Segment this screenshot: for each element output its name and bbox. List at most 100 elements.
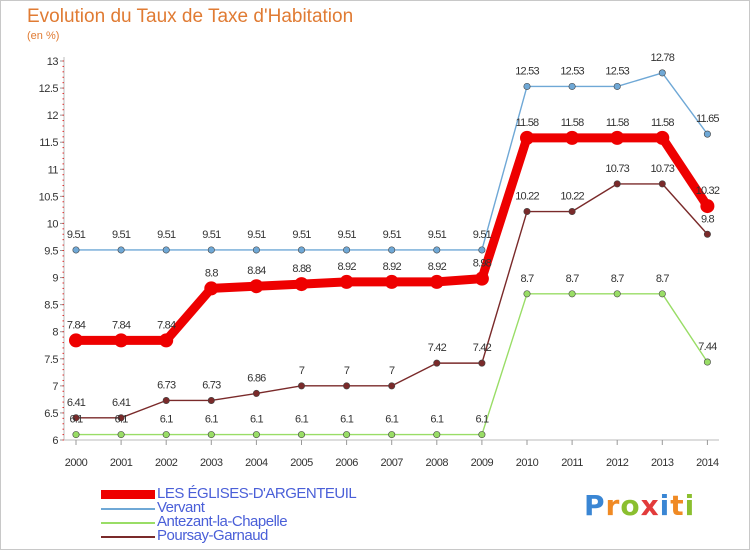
y-minor-tick bbox=[62, 331, 64, 333]
y-minor-tick bbox=[62, 92, 64, 94]
y-minor-tick bbox=[62, 114, 64, 116]
data-point bbox=[162, 431, 170, 439]
y-minor-tick bbox=[62, 325, 64, 327]
data-point bbox=[388, 431, 396, 439]
data-label: 9.51 bbox=[67, 229, 86, 241]
y-minor-tick bbox=[62, 439, 64, 441]
y-minor-tick bbox=[62, 130, 64, 132]
y-minor-tick bbox=[62, 136, 64, 138]
data-point bbox=[568, 290, 576, 298]
logo-letter: i bbox=[659, 489, 671, 522]
data-label: 9.51 bbox=[247, 229, 266, 241]
y-minor-tick bbox=[62, 120, 64, 122]
data-label: 9.51 bbox=[383, 229, 402, 241]
y-minor-tick bbox=[62, 390, 64, 392]
series-lines bbox=[69, 69, 715, 439]
data-point bbox=[252, 389, 260, 397]
y-minor-tick bbox=[62, 201, 64, 203]
y-minor-tick bbox=[62, 141, 64, 143]
data-label: 6.1 bbox=[205, 414, 219, 426]
y-minor-tick bbox=[62, 125, 64, 127]
data-label: 10.73 bbox=[605, 163, 629, 175]
y-tick-label: 10.5 bbox=[39, 191, 59, 203]
y-minor-tick bbox=[62, 98, 64, 100]
data-label: 9.51 bbox=[337, 229, 356, 241]
y-minor-tick bbox=[62, 168, 64, 170]
data-label: 10.22 bbox=[515, 191, 539, 203]
y-tick-label: 7 bbox=[52, 381, 58, 393]
data-point bbox=[658, 180, 666, 188]
y-minor-tick bbox=[62, 271, 64, 273]
x-tick-label: 2009 bbox=[471, 457, 494, 469]
data-label: 8.84 bbox=[247, 265, 266, 277]
data-point bbox=[114, 333, 129, 348]
data-label: 8.8 bbox=[205, 267, 219, 279]
y-minor-tick bbox=[62, 190, 64, 192]
data-label: 12.53 bbox=[560, 65, 584, 77]
data-label: 6.41 bbox=[67, 397, 86, 409]
y-minor-tick bbox=[62, 277, 64, 279]
y-minor-tick bbox=[62, 374, 64, 376]
data-label: 6.1 bbox=[160, 414, 174, 426]
y-tick-label: 12.5 bbox=[39, 83, 59, 95]
y-minor-tick bbox=[62, 228, 64, 230]
data-point bbox=[204, 281, 219, 296]
data-point bbox=[159, 333, 174, 348]
data-label: 11.58 bbox=[516, 117, 539, 129]
logo-letter: t bbox=[670, 489, 685, 522]
data-point bbox=[339, 274, 354, 289]
y-minor-tick bbox=[62, 244, 64, 246]
data-point bbox=[474, 271, 489, 286]
y-minor-tick bbox=[62, 195, 64, 197]
data-point bbox=[297, 246, 305, 254]
data-point bbox=[568, 82, 576, 90]
data-label: 6.1 bbox=[70, 414, 84, 426]
y-minor-tick bbox=[62, 250, 64, 251]
data-point bbox=[207, 396, 215, 404]
data-label: 6.1 bbox=[340, 414, 354, 426]
legend-swatch bbox=[101, 490, 155, 499]
data-point bbox=[523, 82, 531, 90]
y-minor-tick bbox=[62, 163, 64, 165]
data-label: 6.1 bbox=[250, 414, 264, 426]
data-label: 6.1 bbox=[385, 414, 399, 426]
unit-label: (en %) bbox=[27, 30, 60, 42]
y-minor-tick bbox=[62, 174, 64, 176]
data-label: 7 bbox=[389, 365, 395, 377]
data-point bbox=[613, 180, 621, 188]
data-label: 6.86 bbox=[247, 372, 266, 384]
y-minor-tick bbox=[62, 287, 64, 289]
data-point bbox=[613, 290, 621, 298]
data-point bbox=[610, 130, 625, 145]
y-minor-tick bbox=[62, 260, 64, 262]
x-tick-label: 2001 bbox=[110, 457, 133, 469]
legend-swatch bbox=[101, 508, 155, 510]
data-label: 9.51 bbox=[112, 229, 131, 241]
data-label: 9.51 bbox=[428, 229, 447, 241]
axes: 6 6.5 7 7.5 8 8.5 9 9.5 10 10.5 11 11.5 12 12.5 13 2000… bbox=[39, 56, 720, 469]
y-minor-tick bbox=[62, 320, 64, 322]
data-label: 6.73 bbox=[202, 379, 221, 391]
y-tick-label: 12 bbox=[47, 110, 59, 122]
legend-label: Poursay-Garnaud bbox=[157, 527, 268, 544]
data-point bbox=[69, 333, 83, 348]
data-label: 8.92 bbox=[428, 261, 447, 273]
y-minor-tick bbox=[62, 222, 64, 224]
x-tick-label: 2014 bbox=[696, 457, 719, 469]
data-point bbox=[565, 130, 580, 145]
legend-label: Antezant-la-Chapelle bbox=[157, 513, 288, 530]
data-label: 10.73 bbox=[651, 163, 675, 175]
y-tick-label: 7.5 bbox=[44, 354, 58, 366]
data-label: 12.78 bbox=[651, 52, 675, 64]
y-minor-tick bbox=[62, 417, 64, 419]
data-point bbox=[207, 246, 215, 254]
data-label: 7.84 bbox=[112, 319, 131, 331]
y-minor-tick bbox=[62, 363, 64, 365]
x-tick-label: 2003 bbox=[200, 457, 223, 469]
data-point bbox=[117, 246, 125, 254]
y-tick-label: 6 bbox=[52, 435, 58, 447]
data-labels: 7.84 7.84 7.84 8.8 8.84 8.88 8.92 8.92 8.92 8.98 1… bbox=[67, 52, 721, 426]
x-tick-label: 2000 bbox=[65, 457, 88, 469]
